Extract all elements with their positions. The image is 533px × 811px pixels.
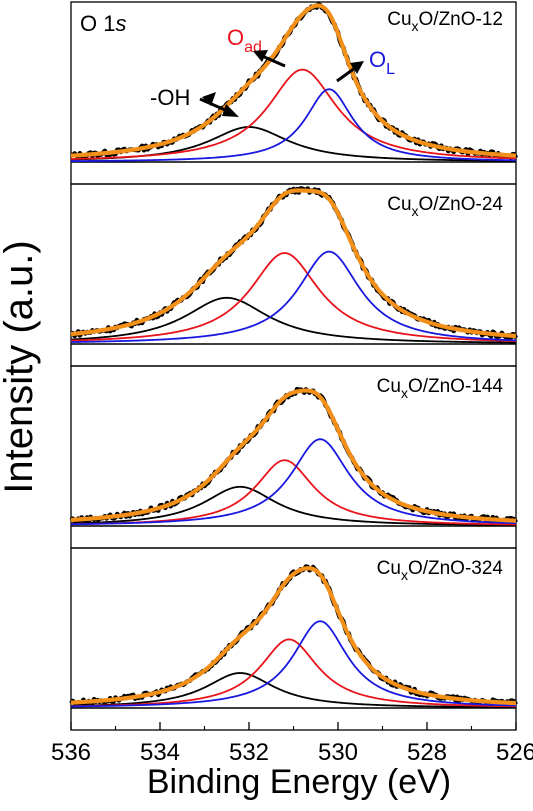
- x-axis-title: Binding Energy (eV): [147, 763, 451, 801]
- x-tick-label: 536: [51, 739, 91, 766]
- panel-2: CuxO/ZnO-24: [70, 183, 519, 367]
- ol-component-line: [70, 438, 517, 526]
- oad-component-line: [70, 68, 517, 160]
- oad-annotation-arrow: [261, 54, 286, 68]
- ol-component-line: [70, 88, 517, 162]
- oh-arrowhead-start-icon: [202, 92, 216, 106]
- fit-envelope-line: [70, 566, 517, 706]
- oh-component-line: [70, 672, 517, 709]
- ol-annotation-arrow: [336, 66, 356, 83]
- oh-component-line: [70, 296, 517, 344]
- oh-component-line: [70, 485, 517, 526]
- ol-component-line: [70, 250, 517, 343]
- oad-component-line: [70, 638, 517, 708]
- x-tick-label: 530: [318, 739, 358, 766]
- raw-data-line: [69, 564, 518, 707]
- x-tick-label: 528: [407, 739, 447, 766]
- sample-label: CuxO/ZnO-324: [377, 558, 504, 583]
- oh-arrowhead-icon: [222, 104, 239, 117]
- panel-4: CuxO/ZnO-324: [69, 547, 518, 731]
- oh-annotation-label: -OH: [150, 85, 190, 110]
- sample-label: CuxO/ZnO-12: [387, 9, 503, 34]
- x-tick-label: 534: [140, 739, 180, 766]
- ol-arrowhead-icon: [350, 61, 364, 74]
- oad-arrowhead-icon: [253, 50, 268, 62]
- x-axis-ticks: 536 534 532 530 528 526: [51, 722, 533, 766]
- ol-annotation-label: OL: [369, 47, 395, 78]
- sample-label: CuxO/ZnO-24: [387, 194, 503, 219]
- fit-envelope-line: [70, 188, 517, 339]
- core-level-label: O 1s: [80, 11, 126, 36]
- fit-envelope-line: [70, 388, 517, 523]
- x-tick-label: 532: [229, 739, 269, 766]
- panel-3: CuxO/ZnO-144: [69, 365, 518, 549]
- fit-envelope-line: [70, 3, 517, 158]
- sample-label: CuxO/ZnO-144: [377, 376, 504, 401]
- raw-data-line: [69, 386, 518, 524]
- oad-component-line: [70, 252, 517, 342]
- ol-component-line: [70, 620, 517, 708]
- y-axis-title: Intensity (a.u.): [0, 240, 41, 493]
- x-tick-label: 526: [496, 739, 533, 766]
